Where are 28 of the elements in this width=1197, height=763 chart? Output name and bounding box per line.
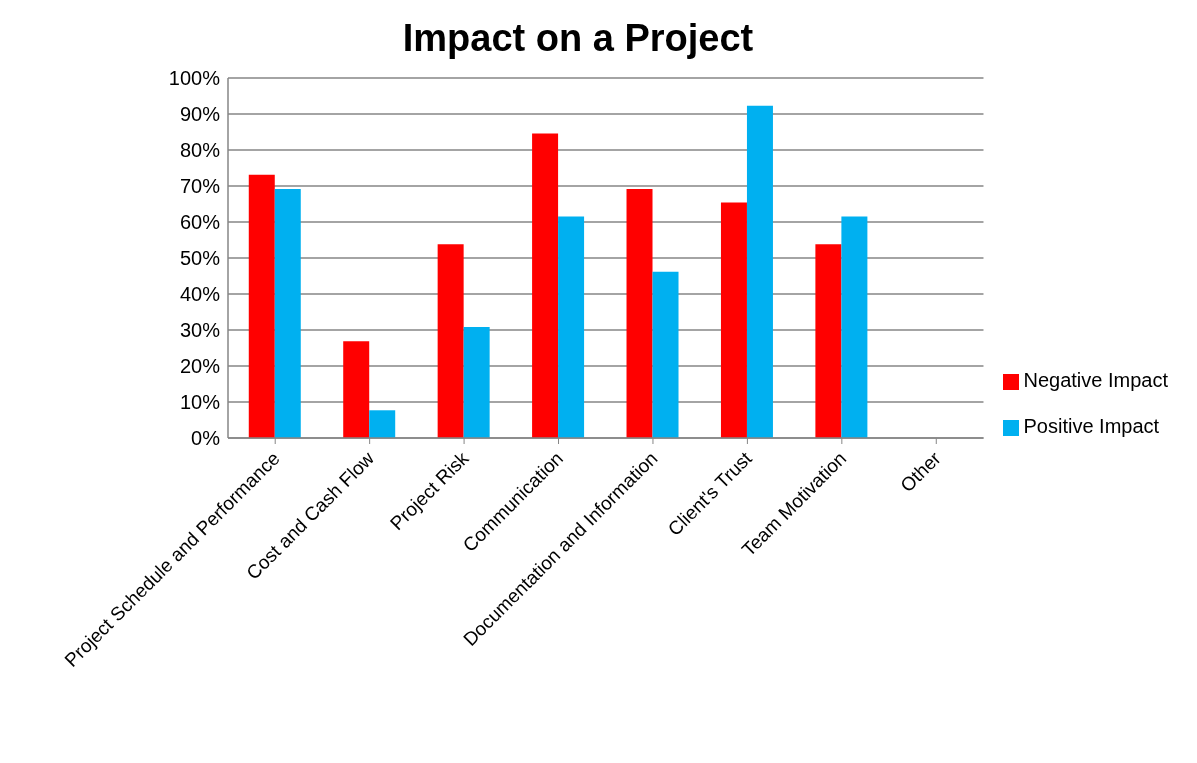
y-tick-label: 80% [179,139,221,162]
chart-title: Impact on a Project [401,16,755,61]
bar [652,271,679,438]
bar [463,327,490,438]
y-tick-label: 60% [179,211,221,234]
bar [815,244,842,438]
y-tick-label: 70% [179,175,221,198]
y-tick-label: 50% [179,247,221,270]
legend-label: Positive Impact [1023,415,1160,437]
bar [274,188,301,438]
y-tick-label: 20% [179,355,221,378]
bar [558,216,585,438]
bar [532,133,559,438]
bar [343,341,370,438]
bar [841,216,868,438]
y-tick-label: 30% [179,319,221,342]
bar [369,410,396,438]
legend-label: Negative Impact [1023,369,1168,391]
y-tick-label: 0% [191,427,221,450]
y-tick-label: 90% [179,103,221,126]
bar [626,188,653,438]
y-tick-label: 100% [168,67,221,90]
bar [746,105,773,438]
y-tick-label: 10% [179,391,221,414]
y-tick-label: 40% [179,283,221,306]
bar [437,244,464,438]
bar [248,174,275,438]
bar [720,202,747,438]
